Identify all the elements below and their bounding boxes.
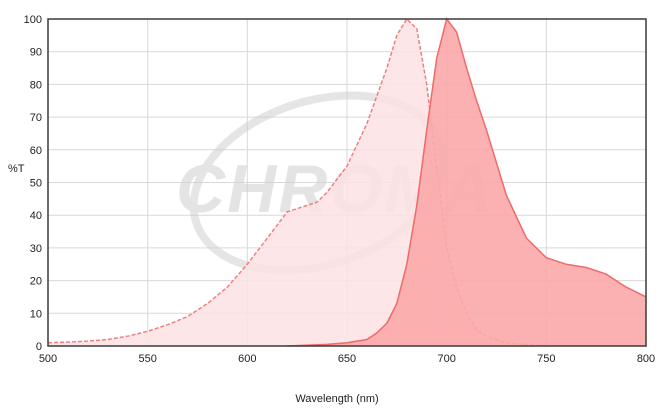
- x-axis-ticks: 500 550 600 650 700 750 800: [39, 353, 655, 365]
- y-tick-label: 60: [30, 145, 42, 157]
- x-tick-label: 700: [437, 353, 455, 365]
- x-tick-label: 500: [39, 353, 57, 365]
- x-axis-title: Wavelength (nm): [295, 393, 378, 405]
- series-area: [287, 19, 646, 346]
- y-tick-label: 100: [24, 14, 42, 26]
- y-tick-label: 20: [30, 276, 42, 288]
- y-tick-label: 50: [30, 178, 42, 190]
- x-tick-label: 550: [138, 353, 156, 365]
- y-tick-label: 30: [30, 243, 42, 255]
- x-tick-label: 800: [637, 353, 655, 365]
- plot-frame: [47, 18, 647, 347]
- series-layer: [47, 17, 647, 347]
- y-tick-label: 10: [30, 308, 42, 320]
- y-tick-label: 80: [30, 79, 42, 91]
- x-tick-label: 600: [238, 353, 256, 365]
- y-tick-label: 40: [30, 210, 42, 222]
- y-tick-label: 70: [30, 112, 42, 124]
- series-line: [287, 17, 647, 347]
- y-tick-label: 0: [36, 341, 42, 353]
- x-tick-label: 750: [537, 353, 555, 365]
- y-tick-label: 90: [30, 47, 42, 59]
- y-axis-title: %T: [8, 163, 25, 175]
- x-tick-label: 650: [338, 353, 356, 365]
- y-axis-ticks: 0 10 20 30 40 50 60 70 80 90 100: [24, 14, 42, 353]
- series-2: [287, 17, 647, 347]
